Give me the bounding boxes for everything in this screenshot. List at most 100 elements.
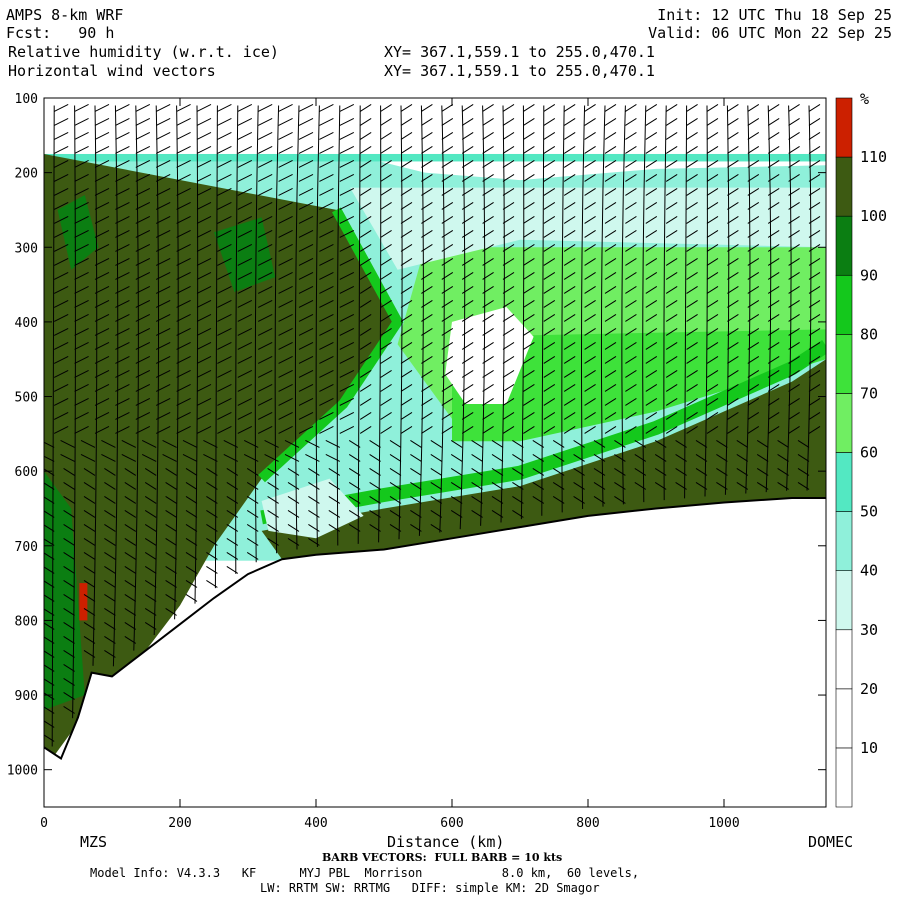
- wind-barb-flag: [441, 356, 454, 364]
- wind-barb-flag: [284, 440, 300, 448]
- wind-barb-shaft: [112, 105, 119, 667]
- wind-barb-flag: [144, 622, 157, 630]
- wind-barb-flag: [237, 104, 253, 112]
- wind-barb-flag: [74, 244, 89, 252]
- wind-barb-flag: [124, 510, 137, 518]
- wind-barb-flag: [482, 244, 494, 252]
- wind-barb-flag: [614, 454, 626, 462]
- wind-barb-flag: [176, 118, 191, 126]
- wind-barb-flag: [94, 342, 110, 350]
- wind-barb-flag: [257, 132, 273, 140]
- wind-barb-flag: [502, 272, 515, 280]
- wind-barb-flag: [788, 132, 800, 140]
- wind-barb-flag: [543, 314, 556, 322]
- wind-barb-flag: [155, 174, 171, 182]
- wind-barb-flag: [502, 328, 515, 336]
- wind-barb-flag: [614, 468, 626, 476]
- wind-barb-flag: [421, 216, 433, 224]
- wind-barb-flag: [257, 328, 273, 336]
- wind-barb-flag: [264, 440, 279, 448]
- wind-barb-flag: [237, 202, 253, 210]
- wind-barb-flag: [83, 538, 96, 546]
- wind-barb-flag: [441, 118, 454, 126]
- wind-barb-flag: [44, 441, 55, 448]
- wind-barb-flag: [400, 356, 413, 364]
- wind-barb-flag: [441, 104, 454, 112]
- wind-barb-flag: [246, 524, 259, 532]
- wind-barb-flag: [482, 188, 494, 196]
- wind-barb-flag: [523, 300, 535, 308]
- wind-barb-flag: [278, 216, 293, 224]
- wind-barb-flag: [53, 244, 69, 252]
- wind-barb-flag: [135, 426, 151, 434]
- wind-barb-flag: [686, 188, 698, 196]
- wind-barb-flag: [104, 510, 116, 518]
- wind-barb-flag: [471, 440, 483, 448]
- wind-barb-flag: [543, 412, 556, 420]
- wind-barb-flag: [502, 342, 515, 350]
- wind-barb-flag: [593, 482, 606, 490]
- wind-barb-flag: [482, 328, 494, 336]
- wind-barb-flag: [512, 454, 524, 462]
- wind-barb-flag: [767, 272, 780, 280]
- wind-barb-flag: [319, 244, 334, 252]
- wind-barb-flag: [543, 426, 556, 434]
- wind-barb-flag: [53, 174, 69, 182]
- wind-barb-flag: [278, 426, 293, 434]
- wind-barb-flag: [410, 454, 422, 462]
- wind-barb-flag: [584, 356, 596, 364]
- wind-barb-flag: [196, 188, 212, 196]
- wind-barb-flag: [196, 300, 212, 308]
- wind-barb-flag: [563, 132, 576, 140]
- wind-barb-flag: [747, 342, 760, 350]
- wind-barb-flag: [543, 146, 556, 154]
- wind-barb-flag: [441, 328, 454, 336]
- wind-barb-flag: [176, 370, 191, 378]
- wind-barb-flag: [94, 174, 110, 182]
- wind-barb-flag: [196, 146, 212, 154]
- wind-barb-flag: [747, 174, 760, 182]
- wind-barb-flag: [430, 524, 443, 532]
- left-endpoint-label: MZS: [80, 833, 108, 851]
- wind-barb-flag: [359, 188, 372, 196]
- wind-barb-flag: [695, 482, 708, 490]
- wind-barb-flag: [298, 342, 314, 350]
- wind-barb-flag: [319, 230, 334, 238]
- wind-barb-flag: [53, 258, 69, 266]
- wind-barb-flag: [246, 510, 259, 518]
- wind-barb-flag: [788, 244, 800, 252]
- wind-barb-flag: [339, 258, 355, 266]
- wind-barb-flag: [298, 258, 314, 266]
- wind-barb-flag: [400, 426, 413, 434]
- wind-barb-shaft: [254, 105, 259, 563]
- wind-barb-flag: [563, 118, 576, 126]
- wind-barb-flag: [278, 300, 293, 308]
- wind-barb-flag: [767, 300, 780, 308]
- wind-barb-flag: [74, 174, 89, 182]
- wind-barb-flag: [767, 132, 780, 140]
- wind-barb-flag: [115, 202, 130, 210]
- wind-barb-flag: [625, 384, 637, 392]
- wind-barb-flag: [237, 258, 253, 266]
- wind-barb-flag: [380, 216, 392, 224]
- wind-barb-flag: [727, 146, 739, 154]
- wind-barb-flag: [552, 468, 565, 476]
- wind-barb-flag: [63, 650, 75, 658]
- wind-barb-flag: [604, 300, 617, 308]
- wind-barb-flag: [257, 118, 273, 126]
- wind-barb-flag: [155, 300, 171, 308]
- wind-barb-flag: [573, 454, 585, 462]
- wind-barb-flag: [604, 384, 617, 392]
- wind-barb-flag: [675, 454, 687, 462]
- wind-barb-flag: [135, 132, 151, 140]
- wind-barb-flag: [74, 272, 89, 280]
- wind-barb-flag: [573, 482, 585, 490]
- wind-barb-flag: [63, 706, 75, 714]
- wind-barb-flag: [319, 286, 334, 294]
- wind-barb-flag: [706, 328, 719, 336]
- wind-barb-flag: [563, 314, 576, 322]
- wind-barb-flag: [512, 496, 524, 504]
- colorbar-label: 60: [860, 444, 878, 462]
- wind-barb-flag: [155, 104, 171, 112]
- wind-barb-flag: [144, 468, 157, 476]
